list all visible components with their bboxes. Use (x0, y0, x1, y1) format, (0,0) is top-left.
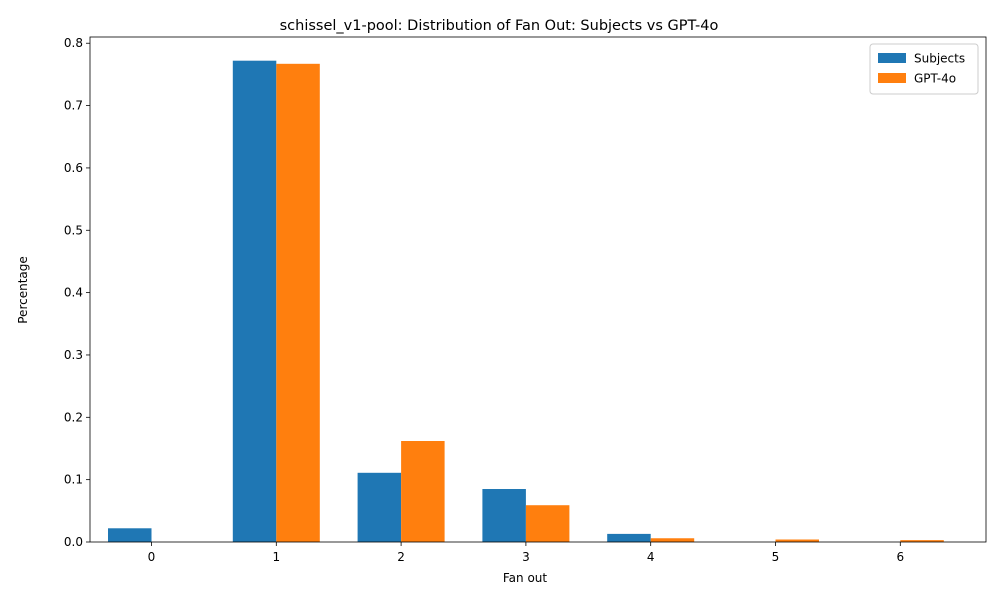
y-tick-label: 0.0 (64, 535, 83, 549)
bar-subjects-1 (232, 60, 277, 543)
x-tick-label: 5 (772, 550, 780, 564)
bar-gpt-4o-3 (525, 505, 570, 542)
x-tick-label: 6 (896, 550, 904, 564)
bar-subjects-3 (482, 489, 526, 542)
y-tick-label: 0.4 (64, 286, 83, 300)
bars-group (108, 60, 944, 543)
x-tick-label: 1 (272, 550, 280, 564)
bar-gpt-4o-1 (276, 63, 320, 542)
legend-swatch (878, 73, 906, 83)
y-tick-label: 0.6 (64, 161, 83, 175)
y-axis-label: Percentage (16, 256, 30, 324)
bar-gpt-4o-6 (900, 540, 944, 542)
y-tick-label: 0.2 (64, 410, 83, 424)
x-tick-label: 4 (647, 550, 655, 564)
bar-subjects-2 (357, 472, 402, 542)
y-ticks: 0.0 0.1 0.2 0.3 0.4 0.5 0.6 0.7 0.8 (64, 36, 90, 549)
bar-gpt-4o-4 (650, 538, 695, 542)
y-tick-label: 0.1 (64, 473, 83, 487)
legend-swatch (878, 53, 906, 63)
bar-subjects-0 (108, 528, 152, 542)
x-tick-label: 3 (522, 550, 530, 564)
legend-label: Subjects (914, 52, 965, 66)
x-ticks: 0 1 2 3 4 5 6 (148, 542, 904, 564)
plot-frame (89, 36, 987, 543)
x-tick-label: 0 (148, 550, 156, 564)
bar-subjects-4 (607, 533, 651, 542)
legend-label: GPT-4o (914, 72, 956, 86)
bar-gpt-4o-5 (775, 539, 819, 542)
x-tick-label: 2 (397, 550, 405, 564)
y-tick-label: 0.7 (64, 99, 83, 113)
y-tick-label: 0.8 (64, 36, 83, 50)
bar-gpt-4o-2 (401, 441, 445, 542)
chart-title: schissel_v1-pool: Distribution of Fan Ou… (280, 18, 719, 34)
y-tick-label: 0.5 (64, 223, 83, 237)
legend: Subjects GPT-4o (869, 43, 979, 95)
x-axis-label: Fan out (503, 571, 548, 585)
y-tick-label: 0.3 (64, 348, 83, 362)
